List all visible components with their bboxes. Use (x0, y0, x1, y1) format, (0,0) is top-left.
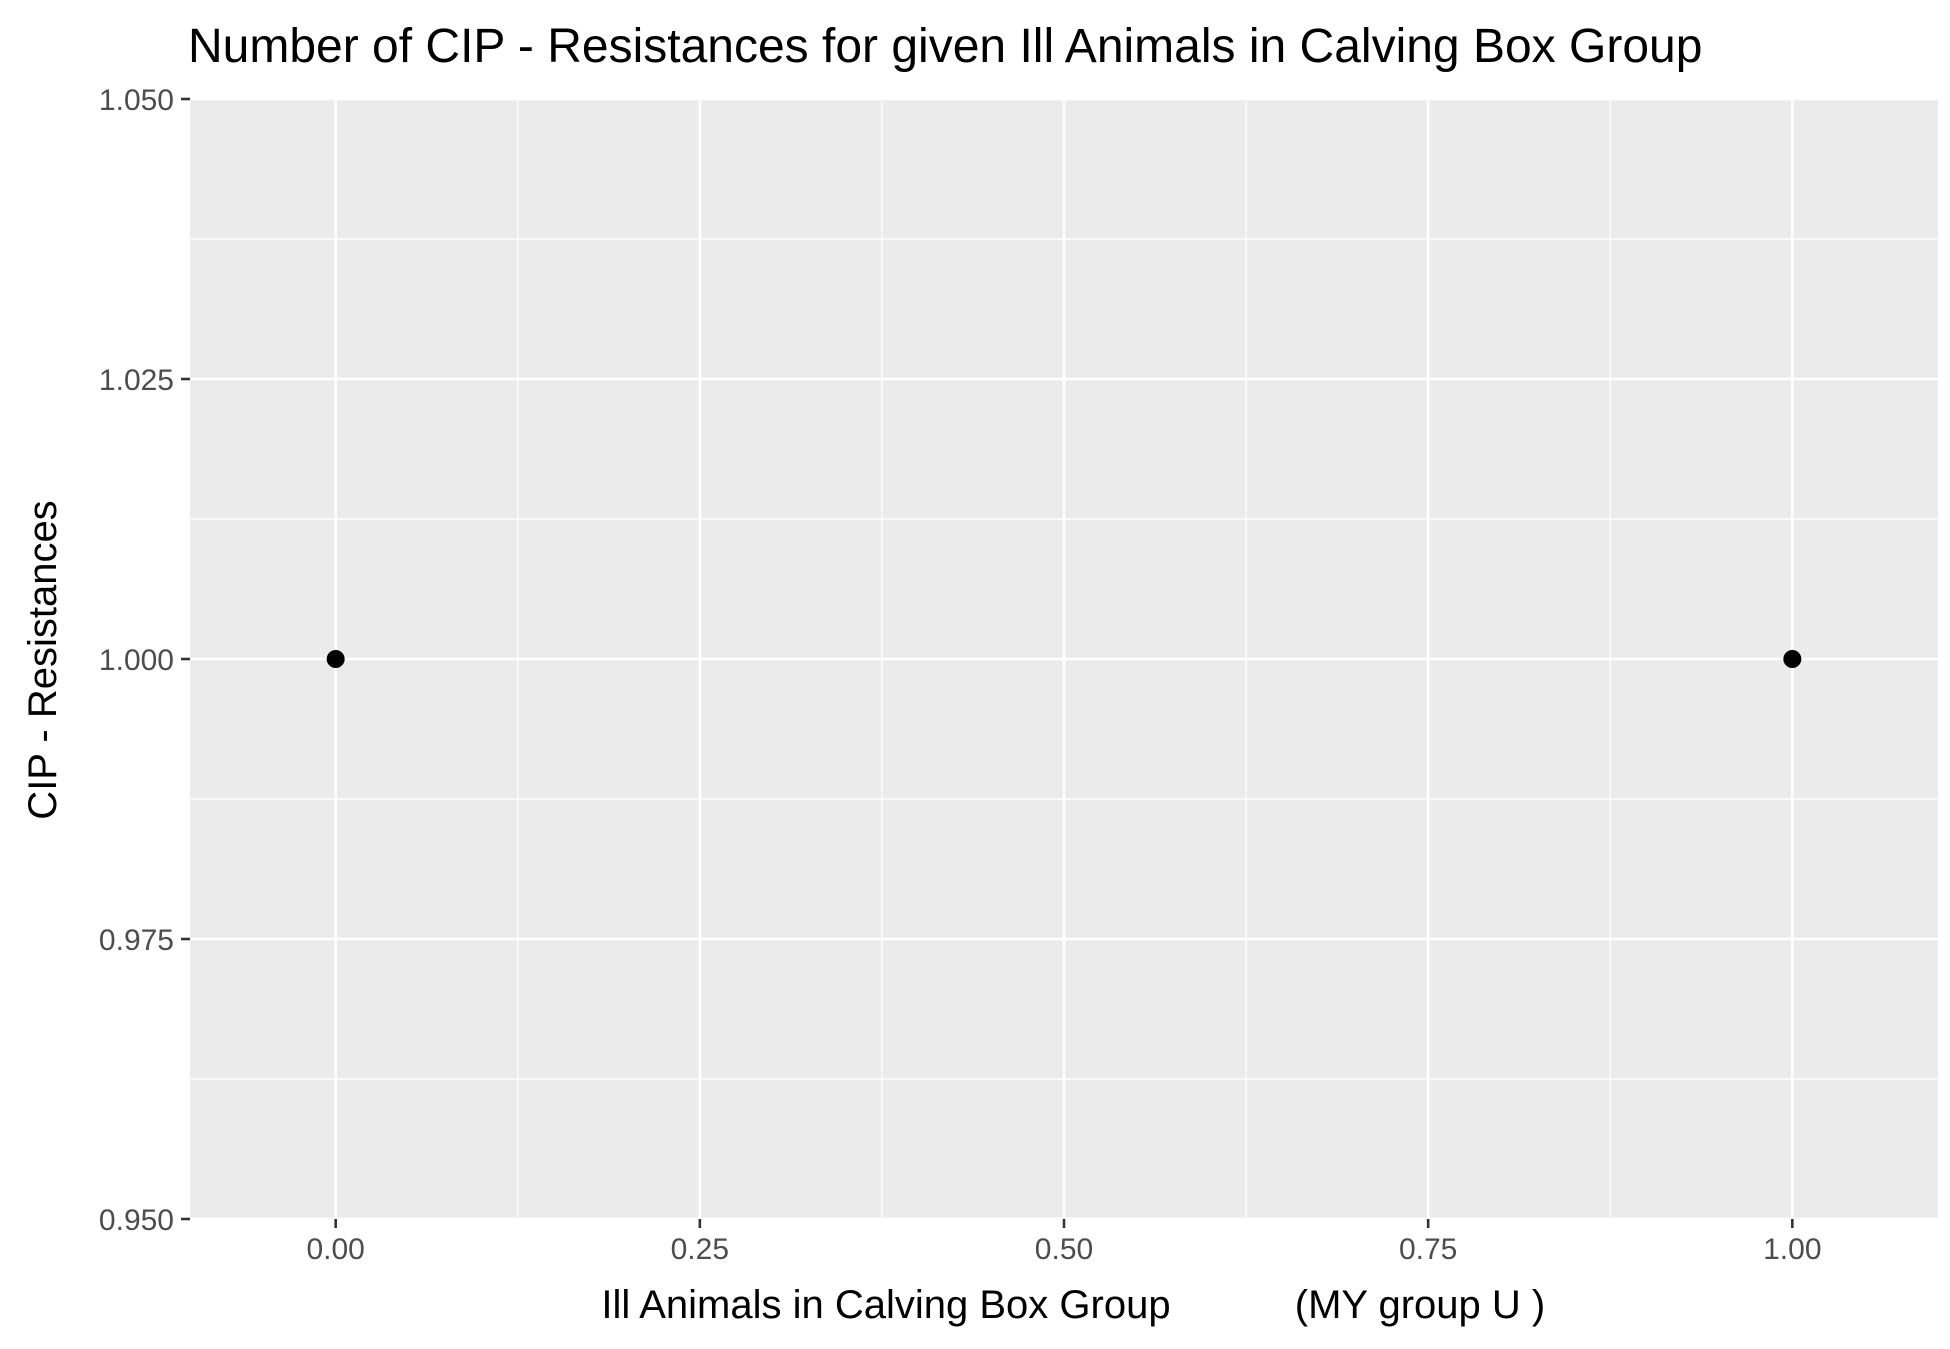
x-tick-label: 0.50 (1035, 1233, 1093, 1266)
x-tick-label: 0.75 (1399, 1233, 1457, 1266)
x-axis: 0.00 0.25 0.50 0.75 1.00 (306, 1219, 1822, 1266)
chart-title: Number of CIP - Resistances for given Il… (188, 20, 1702, 73)
y-tick-label: 1.000 (99, 644, 174, 677)
y-tick-label: 0.950 (99, 1204, 174, 1237)
y-tick-label: 0.975 (99, 924, 174, 957)
y-tick-label: 1.025 (99, 364, 174, 397)
x-axis-title: Ill Animals in Calving Box Group (601, 1283, 1170, 1327)
data-point (1783, 650, 1802, 668)
data-point (326, 650, 345, 668)
data-points (326, 650, 1802, 668)
y-axis-title: CIP - Resistances (21, 500, 65, 819)
x-tick-label: 1.00 (1763, 1233, 1821, 1266)
x-tick-label: 0.00 (306, 1233, 364, 1266)
y-axis: 0.950 0.975 1.000 1.025 1.050 (99, 84, 190, 1237)
x-tick-label: 0.25 (671, 1233, 729, 1266)
y-tick-label: 1.050 (99, 84, 174, 117)
x-axis-group-label: (MY group U ) (1295, 1283, 1545, 1327)
